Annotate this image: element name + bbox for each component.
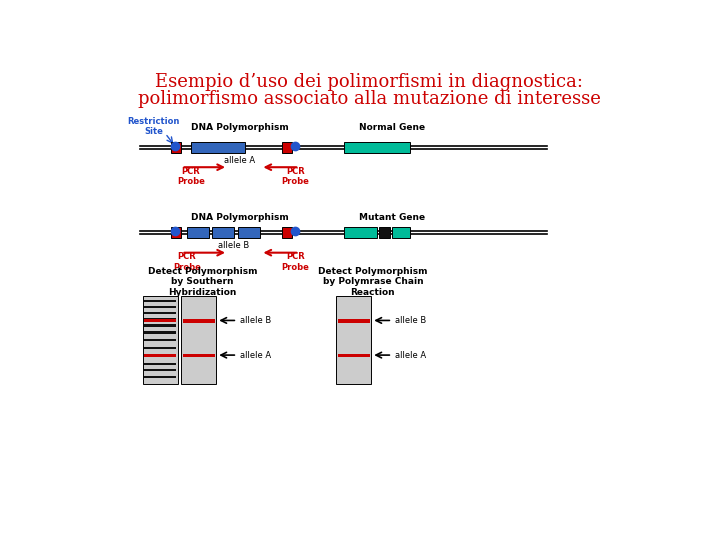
Bar — [187, 227, 209, 238]
Bar — [144, 312, 176, 314]
Bar — [144, 325, 176, 327]
Text: Mutant Gene: Mutant Gene — [359, 213, 426, 222]
Bar — [212, 227, 234, 238]
Text: PCR
Probe: PCR Probe — [282, 167, 310, 186]
Text: DNA Polymorphism: DNA Polymorphism — [191, 213, 289, 222]
Bar — [379, 227, 390, 238]
Text: PCR
Probe: PCR Probe — [173, 252, 201, 272]
Bar — [144, 319, 176, 322]
Text: allele A: allele A — [395, 350, 426, 360]
Bar — [282, 142, 292, 153]
Bar — [144, 339, 176, 341]
Bar — [338, 354, 370, 357]
Bar — [181, 296, 216, 384]
Bar — [144, 354, 176, 356]
Bar — [392, 227, 410, 238]
Text: allele B: allele B — [240, 316, 271, 325]
Text: Detect Polymorphism
by Southern
Hybridization: Detect Polymorphism by Southern Hybridiz… — [148, 267, 257, 297]
Bar — [144, 306, 176, 308]
Bar — [282, 227, 292, 238]
Bar — [144, 376, 176, 378]
Bar — [144, 347, 176, 349]
Text: allele B: allele B — [217, 241, 249, 250]
Bar — [143, 296, 178, 384]
Text: allele A: allele A — [224, 156, 255, 165]
Bar — [183, 319, 215, 323]
Text: PCR
Probe: PCR Probe — [282, 252, 310, 272]
Text: PCR
Probe: PCR Probe — [177, 167, 204, 186]
Text: polimorfismo associato alla mutazione di interesse: polimorfismo associato alla mutazione di… — [138, 90, 600, 107]
Bar — [191, 142, 245, 153]
Text: allele B: allele B — [395, 316, 426, 325]
Text: Detect Polymorphism
by Polymrase Chain
Reaction: Detect Polymorphism by Polymrase Chain R… — [318, 267, 428, 297]
Bar — [144, 300, 176, 302]
Text: Esempio d’uso dei polimorfismi in diagnostica:: Esempio d’uso dei polimorfismi in diagno… — [155, 73, 583, 91]
Text: allele A: allele A — [240, 350, 271, 360]
Bar — [344, 142, 410, 153]
Bar — [144, 354, 176, 356]
Bar — [344, 227, 377, 238]
Bar — [144, 363, 176, 365]
Bar — [336, 296, 372, 384]
Text: DNA Polymorphism: DNA Polymorphism — [191, 124, 289, 132]
Bar — [171, 142, 181, 153]
Text: Restriction
Site: Restriction Site — [127, 117, 180, 136]
Bar — [144, 331, 176, 334]
Bar — [183, 354, 215, 357]
Bar — [238, 227, 260, 238]
Bar — [171, 227, 181, 238]
Text: Normal Gene: Normal Gene — [359, 124, 426, 132]
Bar — [144, 318, 176, 320]
Bar — [144, 369, 176, 372]
Bar — [338, 319, 370, 323]
